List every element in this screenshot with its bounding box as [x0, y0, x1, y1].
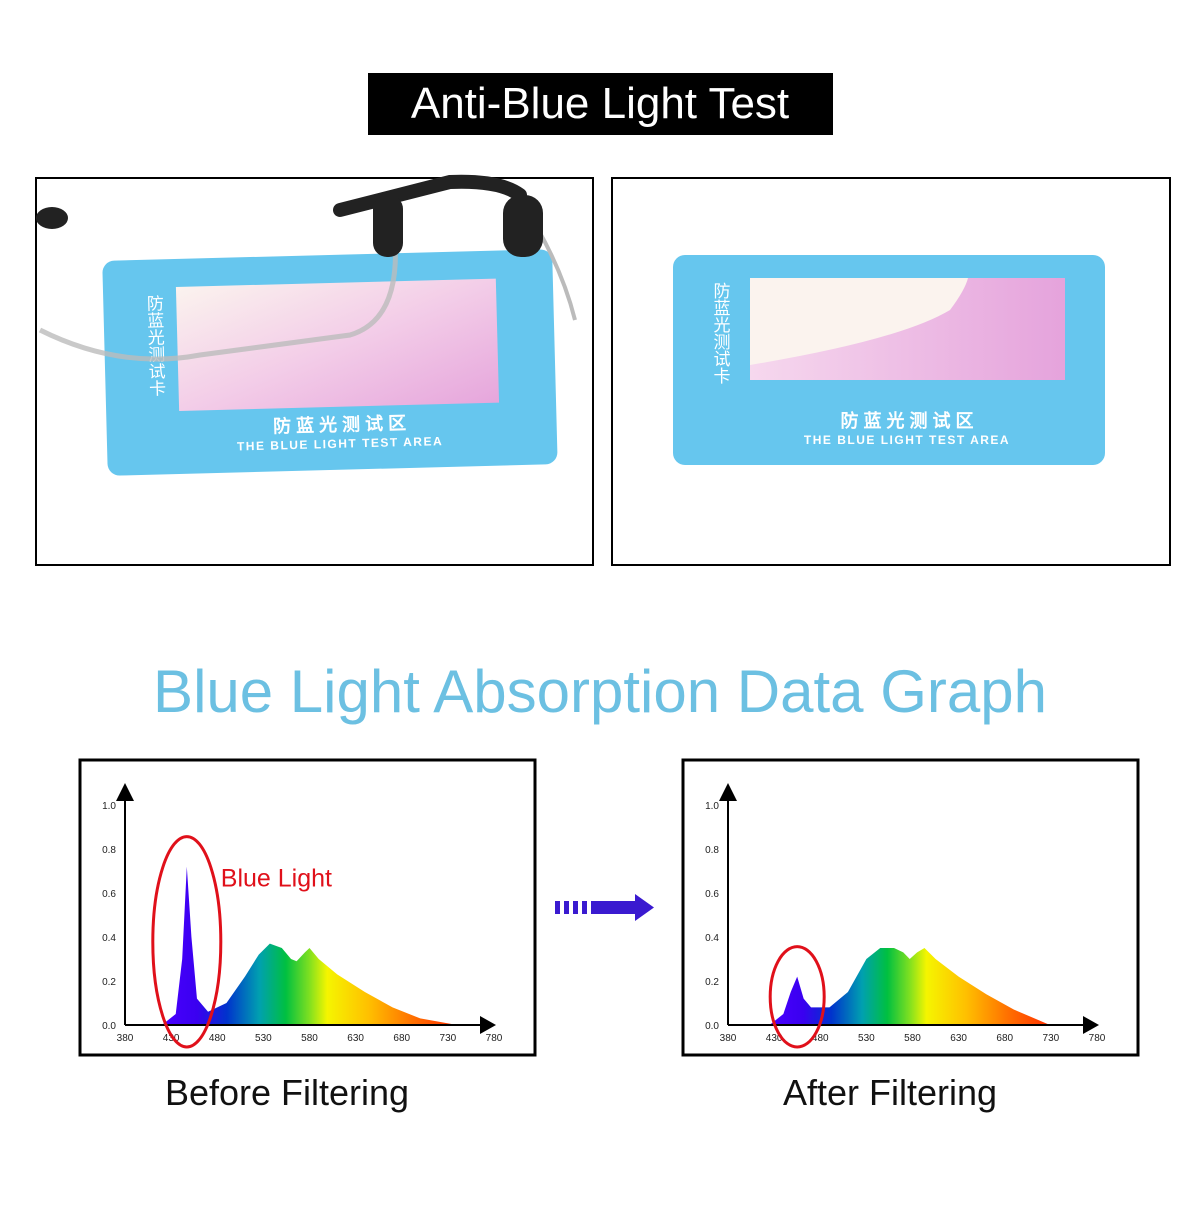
nose-pad: [503, 195, 543, 257]
section-title: Blue Light Absorption Data Graph: [153, 658, 1047, 725]
y-tick-label: 0.8: [102, 845, 116, 856]
transition-arrow: [555, 894, 654, 921]
area-label: 防 蓝 光 测 试 区: [840, 410, 973, 431]
area-label-en: THE BLUE LIGHT TEST AREA: [237, 434, 444, 453]
x-tick-label: 380: [117, 1033, 134, 1044]
chart-caption: After Filtering: [783, 1072, 997, 1113]
card-label: 防蓝光测试卡: [144, 294, 166, 397]
glasses-rim: [38, 239, 398, 362]
nose-pad: [373, 195, 403, 257]
test-window: [175, 278, 500, 411]
area-label: 防 蓝 光 测 试 区: [273, 412, 407, 436]
chart-caption: Before Filtering: [165, 1072, 409, 1113]
y-tick-label: 0.2: [102, 977, 116, 988]
area-label-en: THE BLUE LIGHT TEST AREA: [804, 433, 1010, 447]
temple-tip: [36, 207, 68, 229]
x-tick-label: 680: [393, 1033, 410, 1044]
y-tick-label: 0.2: [705, 977, 719, 988]
x-tick-label: 780: [486, 1033, 503, 1044]
y-axis-arrow: [116, 783, 134, 801]
x-tick-label: 630: [347, 1033, 364, 1044]
x-tick-label: 380: [720, 1033, 737, 1044]
x-tick-label: 580: [904, 1033, 921, 1044]
x-tick-label: 630: [950, 1033, 967, 1044]
x-tick-label: 580: [301, 1033, 318, 1044]
card-label: 防蓝光测试卡: [711, 282, 731, 384]
x-tick-label: 480: [209, 1033, 226, 1044]
y-tick-label: 0.0: [102, 1021, 116, 1032]
title: Anti-Blue Light Test: [411, 79, 789, 128]
photo-after: 防蓝光测试卡 防 蓝 光 测 试 区 THE BLUE LIGHT TEST A…: [611, 177, 1171, 566]
photo-before: 防蓝光测试卡 防 蓝 光 测 试 区 THE BLUE LIGHT TEST A…: [35, 174, 594, 566]
x-tick-label: 730: [1043, 1033, 1060, 1044]
highlight-ellipse: [151, 835, 223, 1049]
y-tick-label: 1.0: [102, 801, 116, 812]
y-tick-label: 0.4: [705, 933, 719, 944]
x-tick-label: 680: [996, 1033, 1013, 1044]
highlight-ellipse: [768, 945, 826, 1049]
test-window-tint: [750, 278, 1065, 380]
nose-bridge: [333, 174, 527, 217]
y-tick-label: 0.6: [102, 889, 116, 900]
x-tick-label: 530: [255, 1033, 272, 1044]
y-tick-label: 0.8: [705, 845, 719, 856]
y-tick-label: 0.6: [705, 889, 719, 900]
y-tick-label: 0.4: [102, 933, 116, 944]
x-tick-label: 430: [766, 1033, 783, 1044]
x-tick-label: 480: [812, 1033, 829, 1044]
x-tick-label: 730: [440, 1033, 457, 1044]
spectrum-area: [769, 948, 1050, 1025]
x-axis-arrow: [1083, 1016, 1099, 1034]
y-tick-label: 0.0: [705, 1021, 719, 1032]
x-axis-arrow: [480, 1016, 496, 1034]
title-box: [368, 73, 833, 135]
y-tick-label: 1.0: [705, 801, 719, 812]
x-tick-label: 780: [1089, 1033, 1106, 1044]
x-tick-label: 530: [858, 1033, 875, 1044]
spectrum-area: [161, 866, 458, 1025]
y-axis-arrow: [719, 783, 737, 801]
annotation: Blue Light: [221, 865, 332, 893]
